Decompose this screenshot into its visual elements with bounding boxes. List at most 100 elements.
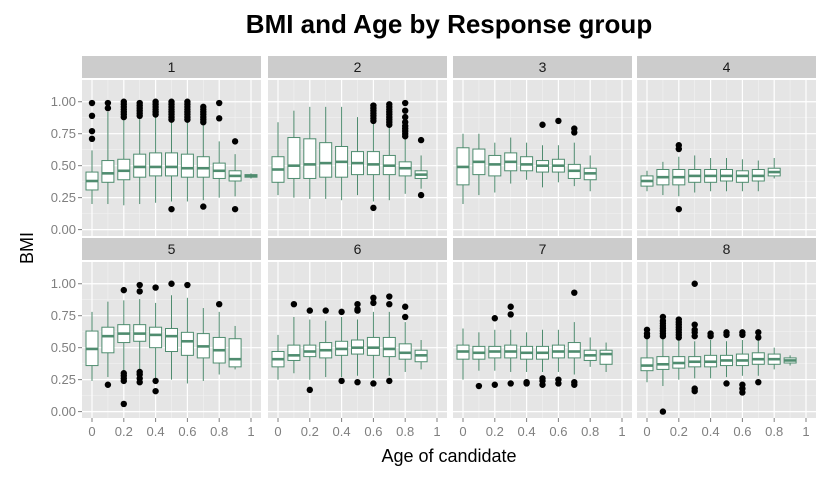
outlier-point <box>523 378 530 386</box>
x-tick-label: 0 <box>88 424 95 439</box>
boxplot-box <box>472 332 486 390</box>
facet-panel-5: 5 0.00 0.25 0.50 0.75 1.00 0 0.2 0.4 0.6 0.8 1 <box>51 238 261 439</box>
box-iqr <box>180 153 194 178</box>
boxplot-box <box>212 99 226 198</box>
boxplot-box <box>688 280 702 395</box>
outlier-point <box>370 299 377 307</box>
facet-strip-label: 3 <box>539 59 547 75</box>
boxplot-box <box>520 142 534 180</box>
y-tick-label: 1.00 <box>51 94 76 109</box>
y-tick-label: 0.50 <box>51 158 76 173</box>
facet-panel-1: 1 0.00 0.25 0.50 0.75 1.00 <box>51 56 261 237</box>
x-tick-label: 0.8 <box>581 424 599 439</box>
y-tick-label: 0.25 <box>51 372 76 387</box>
boxplot-box <box>551 117 565 183</box>
outlier-point <box>370 102 377 109</box>
boxplot-box <box>536 121 549 188</box>
boxplot-box <box>287 110 301 198</box>
x-tick-label: 0.8 <box>765 424 783 439</box>
outlier-point <box>691 280 698 287</box>
boxplot-box <box>414 340 428 370</box>
boxplot-box <box>735 159 749 192</box>
outlier-point <box>475 382 483 390</box>
outlier-point <box>402 313 409 321</box>
outlier-point <box>402 118 409 126</box>
facet-strip <box>268 238 447 260</box>
outlier-point <box>88 127 96 135</box>
x-tick-label: 0.6 <box>549 424 567 439</box>
boxplot-box <box>244 173 258 179</box>
outlier-point <box>675 205 682 213</box>
x-tick-label: 0.2 <box>486 424 504 439</box>
box-iqr <box>287 137 301 179</box>
x-tick-label: 0.4 <box>702 424 720 439</box>
y-axis-title: BMI <box>17 232 37 264</box>
outlier-point <box>659 408 667 415</box>
facet-panels: 1 0.00 0.25 0.50 0.75 1.00 2 3 4 5 0.00 0.25 0.50 0.7… <box>51 56 816 439</box>
box-iqr <box>101 160 115 183</box>
outlier-point <box>370 380 377 387</box>
chart-title: BMI and Age by Response group <box>246 9 652 39</box>
facet-panel-4: 4 <box>637 56 816 236</box>
outlier-point <box>386 293 393 300</box>
outlier-point <box>571 289 578 296</box>
boxplot-box <box>165 280 178 380</box>
boxplot-box <box>783 355 797 366</box>
boxplot-box <box>319 307 333 378</box>
boxplot-box <box>672 142 686 213</box>
boxplot-box <box>85 99 99 205</box>
outlier-point <box>120 370 128 377</box>
y-tick-label: 1.00 <box>51 276 76 291</box>
outlier-point <box>507 380 514 387</box>
boxplot-box <box>101 99 115 205</box>
outlier-point <box>306 307 313 314</box>
facet-strip <box>82 56 261 78</box>
facet-strip-label: 4 <box>723 59 731 75</box>
outlier-point <box>417 191 425 199</box>
boxplot-box <box>567 125 581 187</box>
outlier-point <box>555 376 562 383</box>
boxplot-box <box>720 158 733 192</box>
outlier-point <box>386 377 393 385</box>
outlier-point <box>231 205 239 213</box>
outlier-point <box>539 375 546 382</box>
y-tick-label: 0.25 <box>51 190 76 205</box>
box-iqr <box>228 338 242 368</box>
outlier-point <box>104 99 112 107</box>
x-tick-label: 1 <box>618 424 625 439</box>
boxplot-box <box>583 155 597 192</box>
boxplot-box <box>303 106 317 199</box>
boxplot-box <box>366 102 380 212</box>
boxplot-box <box>228 138 242 213</box>
boxplot-box <box>640 170 654 192</box>
outlier-point <box>120 98 128 105</box>
boxplot-box <box>488 142 502 193</box>
boxplot-box <box>133 281 147 386</box>
boxplot-box <box>767 347 781 370</box>
boxplot-box <box>180 98 194 202</box>
box-iqr <box>382 336 396 358</box>
boxplot-box <box>456 133 470 205</box>
x-tick-label: 0.6 <box>178 424 196 439</box>
outlier-point <box>231 138 239 145</box>
x-tick-label: 0.6 <box>733 424 751 439</box>
outlier-point <box>555 117 562 125</box>
outlier-point <box>152 387 159 395</box>
outlier-point <box>755 329 762 336</box>
outlier-point <box>659 313 667 321</box>
boxplot-box <box>85 311 99 381</box>
outlier-point <box>739 381 746 388</box>
boxplot-box <box>149 284 163 395</box>
outlier-point <box>691 326 698 333</box>
x-tick-label: 0.8 <box>210 424 228 439</box>
facet-strip <box>637 56 816 78</box>
box-iqr <box>599 349 613 365</box>
outlier-point <box>152 377 159 385</box>
boxplot-box <box>366 294 380 387</box>
outlier-point <box>152 98 159 105</box>
outlier-point <box>417 136 425 144</box>
boxplot-box <box>583 337 597 367</box>
outlier-point <box>571 378 578 386</box>
facet-strip <box>637 238 816 260</box>
outlier-point <box>755 378 762 386</box>
